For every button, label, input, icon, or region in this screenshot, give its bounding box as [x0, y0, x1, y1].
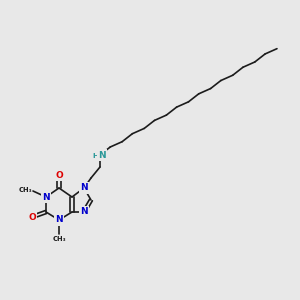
Text: O: O	[28, 212, 36, 221]
Text: N: N	[98, 151, 106, 160]
Text: N: N	[42, 193, 50, 202]
Text: N: N	[80, 208, 88, 217]
Text: CH₃: CH₃	[18, 187, 32, 193]
Text: O: O	[55, 170, 63, 179]
Text: H: H	[92, 153, 98, 159]
Text: N: N	[80, 184, 88, 193]
Text: CH₃: CH₃	[52, 236, 66, 242]
Text: N: N	[55, 215, 63, 224]
